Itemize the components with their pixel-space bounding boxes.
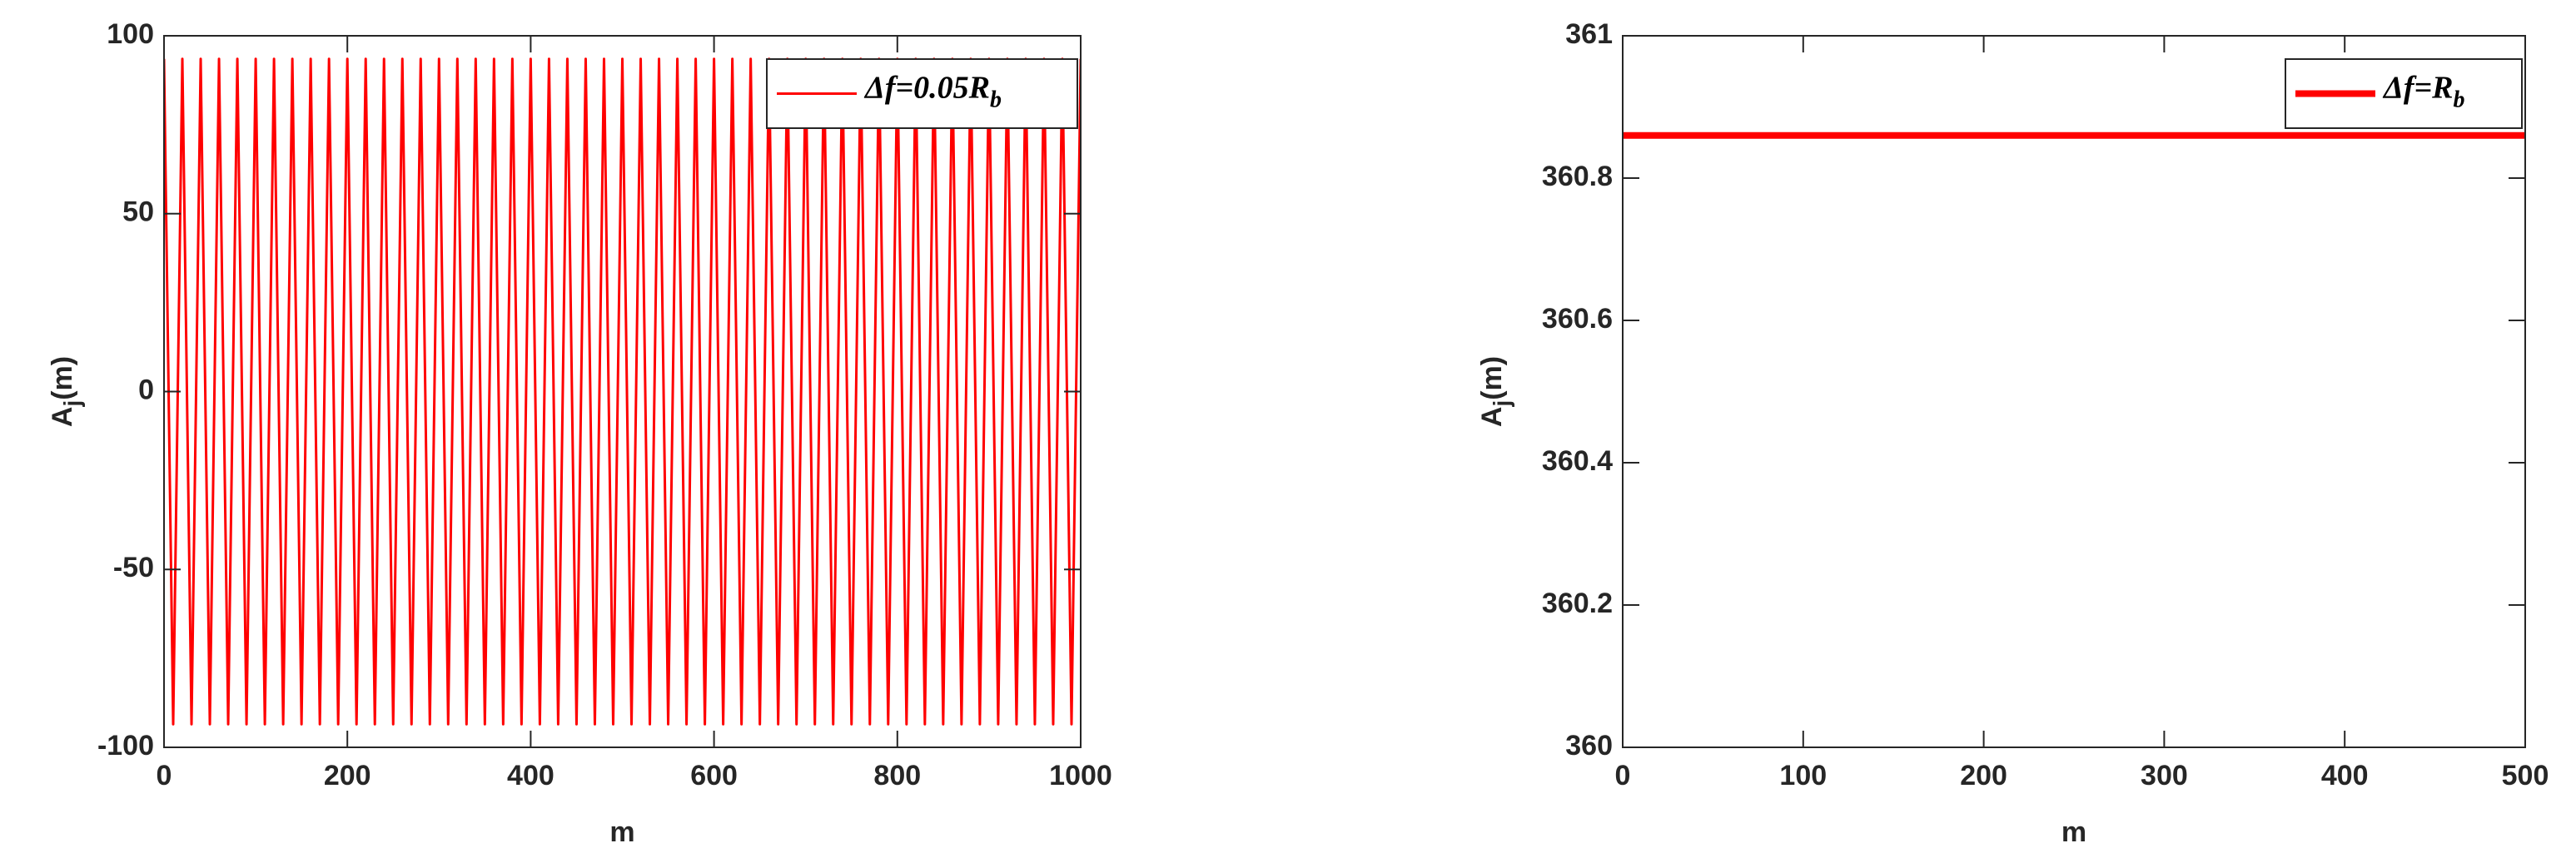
legend-label: Δf=0.05Rb xyxy=(863,70,1002,113)
x-tick-label: 200 xyxy=(1960,760,2007,791)
x-tick-label: 400 xyxy=(507,760,554,791)
axes-box xyxy=(1622,35,2526,748)
x-tick-label: 500 xyxy=(2502,760,2549,791)
y-label-part: (m) xyxy=(47,356,78,400)
legend-name: Δf=0.05R xyxy=(863,70,990,105)
y-tick-label: -100 xyxy=(97,730,154,761)
y-label-part: j xyxy=(59,400,85,408)
x-axis-label: m xyxy=(2061,816,2086,848)
y-tick-label: 0 xyxy=(138,374,154,405)
y-tick-label: 360.4 xyxy=(1542,445,1613,477)
x-tick-label: 400 xyxy=(2321,760,2369,791)
x-tick-label: 1000 xyxy=(1049,760,1112,791)
y-axis-label: Aj(m) xyxy=(1476,356,1514,427)
y-label-part: A xyxy=(1476,407,1508,428)
y-tick-label: 360.6 xyxy=(1542,303,1613,335)
y-label-part: A xyxy=(47,407,78,428)
x-tick-label: 0 xyxy=(157,760,172,791)
x-tick-label: 800 xyxy=(873,760,921,791)
x-tick-label: 200 xyxy=(324,760,371,791)
chart: 0 200 400 600 800 1000 -100 -50 0 50 100 m Aj(m) Δf=0… xyxy=(47,18,1112,848)
y-label-part: j xyxy=(1489,400,1514,408)
x-tick-label: 300 xyxy=(2141,760,2188,791)
legend-label: Δf=Rb xyxy=(2382,70,2464,113)
legend-subscript: b xyxy=(990,87,1002,113)
legend-name: Δf=R xyxy=(2382,70,2453,105)
legend: Δf=Rb xyxy=(2285,58,2523,129)
legend-subscript: b xyxy=(2453,87,2464,113)
legend: Δf=0.05Rb xyxy=(766,58,1078,129)
plot-area xyxy=(164,57,1081,726)
y-tick-label: 360.8 xyxy=(1542,161,1613,192)
x-axis-label: m xyxy=(609,816,634,848)
y-label-part: (m) xyxy=(1476,356,1508,400)
x-tick-label: 0 xyxy=(1615,760,1631,791)
y-tick-label: 100 xyxy=(107,18,154,50)
y-tick-label: 360.2 xyxy=(1542,588,1613,619)
y-tick-label: 361 xyxy=(1565,18,1613,50)
data-line xyxy=(164,57,1081,726)
y-tick-label: 50 xyxy=(122,196,154,228)
y-tick-label: -50 xyxy=(113,552,154,583)
chart: 0 100 200 300 400 500 360 360.2 360.4 360.6 360.8 3… xyxy=(1476,18,2549,848)
x-tick-label: 100 xyxy=(1779,760,1827,791)
x-tick-label: 600 xyxy=(690,760,738,791)
y-tick-label: 360 xyxy=(1565,730,1613,761)
y-axis-label: Aj(m) xyxy=(47,356,85,427)
